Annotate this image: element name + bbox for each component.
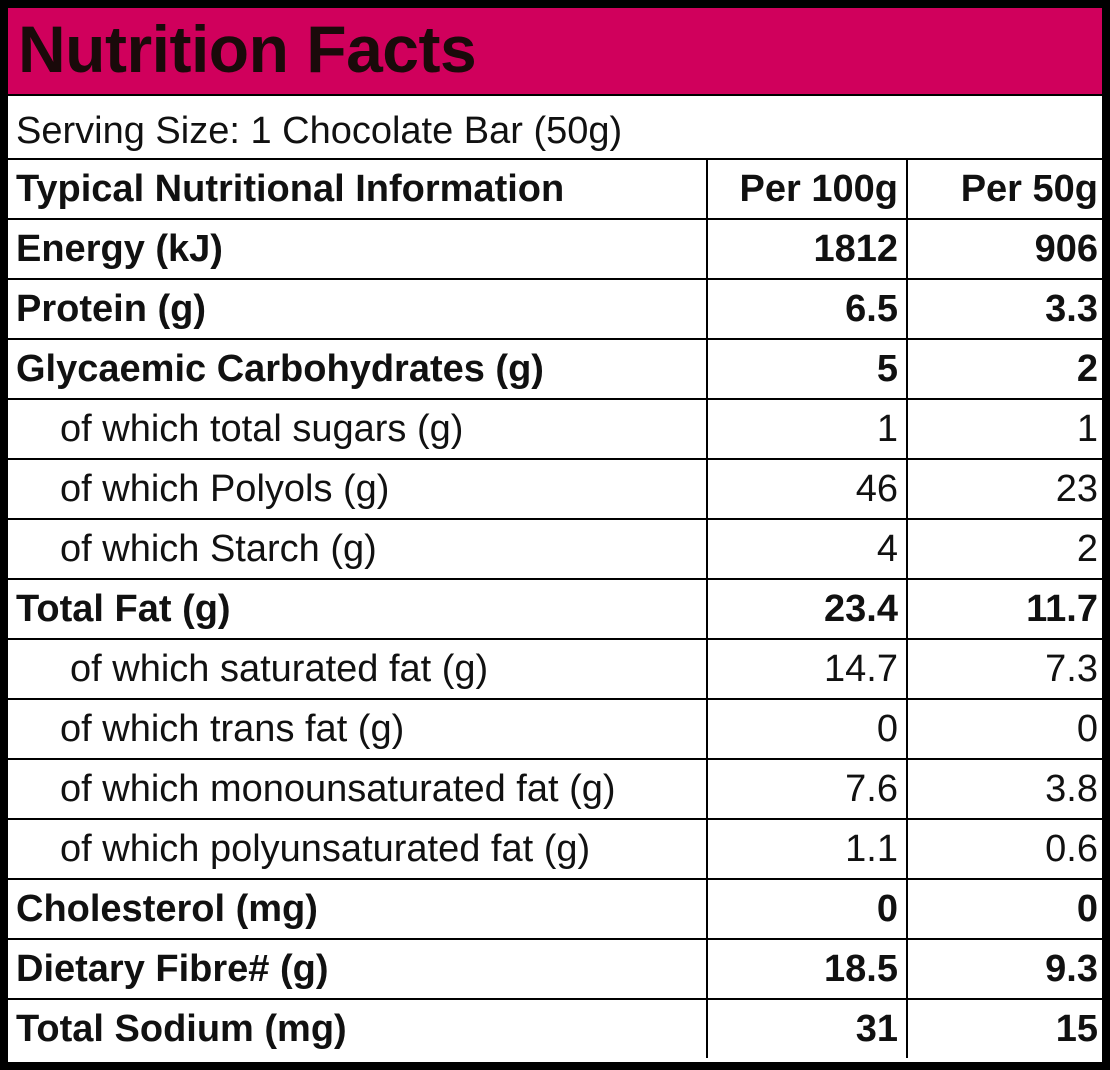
nutrient-name: of which total sugars (g): [8, 399, 708, 460]
value-per-50g: 2: [907, 339, 1102, 400]
table-row: of which saturated fat (g) 14.7 7.3: [8, 639, 1102, 700]
nutrient-name: of which saturated fat (g): [8, 639, 708, 700]
value-per-100g: 0: [707, 699, 908, 760]
value-per-100g: 4: [707, 519, 908, 580]
value-per-50g: 11.7: [907, 579, 1102, 640]
nutrient-name: Cholesterol (mg): [8, 879, 708, 940]
nutrient-name: of which trans fat (g): [8, 699, 708, 760]
value-per-100g: 1812: [707, 219, 908, 280]
value-per-100g: 31: [707, 999, 908, 1058]
value-per-100g: 14.7: [707, 639, 908, 700]
nutrient-name: of which Polyols (g): [8, 459, 708, 520]
value-per-100g: 7.6: [707, 759, 908, 820]
value-per-100g: 1.1: [707, 819, 908, 880]
table-header-row: Typical Nutritional Information Per 100g…: [8, 160, 1102, 220]
value-per-50g: 0.6: [907, 819, 1102, 880]
value-per-50g: 3.3: [907, 279, 1102, 340]
value-per-100g: 6.5: [707, 279, 908, 340]
nutrient-name: of which polyunsaturated fat (g): [8, 819, 708, 880]
table-row: of which polyunsaturated fat (g) 1.1 0.6: [8, 819, 1102, 880]
value-per-50g: 3.8: [907, 759, 1102, 820]
value-per-100g: 23.4: [707, 579, 908, 640]
table-row: Total Sodium (mg) 31 15: [8, 999, 1102, 1058]
value-per-50g: 0: [907, 879, 1102, 940]
value-per-50g: 2: [907, 519, 1102, 580]
table-row: of which total sugars (g) 1 1: [8, 399, 1102, 460]
title-bar: Nutrition Facts: [8, 8, 1102, 96]
table-row: Total Fat (g) 23.4 11.7: [8, 579, 1102, 640]
value-per-100g: 5: [707, 339, 908, 400]
table-row: Glycaemic Carbohydrates (g) 5 2: [8, 339, 1102, 400]
serving-size-text: Serving Size: 1 Chocolate Bar (50g): [16, 109, 623, 152]
nutrient-name: Total Fat (g): [8, 579, 708, 640]
nutrient-name: of which monounsaturated fat (g): [8, 759, 708, 820]
column-header-per-100g: Per 100g: [707, 160, 908, 220]
column-header-per-50g: Per 50g: [907, 160, 1102, 220]
serving-size-row: Serving Size: 1 Chocolate Bar (50g): [8, 96, 1102, 160]
table-row: of which trans fat (g) 0 0: [8, 699, 1102, 760]
column-header-nutrient: Typical Nutritional Information: [8, 160, 708, 220]
value-per-100g: 1: [707, 399, 908, 460]
value-per-50g: 7.3: [907, 639, 1102, 700]
nutrient-name: Dietary Fibre# (g): [8, 939, 708, 1000]
nutrient-name: Glycaemic Carbohydrates (g): [8, 339, 708, 400]
table-row: Energy (kJ) 1812 906: [8, 219, 1102, 280]
value-per-50g: 9.3: [907, 939, 1102, 1000]
table-row: Dietary Fibre# (g) 18.5 9.3: [8, 939, 1102, 1000]
table-row: of which Polyols (g) 46 23: [8, 459, 1102, 520]
table-row: Protein (g) 6.5 3.3: [8, 279, 1102, 340]
value-per-100g: 18.5: [707, 939, 908, 1000]
label-title: Nutrition Facts: [18, 12, 477, 86]
nutrient-name: of which Starch (g): [8, 519, 708, 580]
value-per-50g: 1: [907, 399, 1102, 460]
value-per-100g: 0: [707, 879, 908, 940]
table-row: of which Starch (g) 4 2: [8, 519, 1102, 580]
nutrient-name: Energy (kJ): [8, 219, 708, 280]
nutrition-table: Typical Nutritional Information Per 100g…: [8, 160, 1102, 1058]
value-per-100g: 46: [707, 459, 908, 520]
table-row: Cholesterol (mg) 0 0: [8, 879, 1102, 940]
value-per-50g: 906: [907, 219, 1102, 280]
nutrient-name: Total Sodium (mg): [8, 999, 708, 1058]
value-per-50g: 23: [907, 459, 1102, 520]
value-per-50g: 0: [907, 699, 1102, 760]
value-per-50g: 15: [1055, 1007, 1098, 1050]
table-row: of which monounsaturated fat (g) 7.6 3.8: [8, 759, 1102, 820]
nutrient-name: Protein (g): [8, 279, 708, 340]
